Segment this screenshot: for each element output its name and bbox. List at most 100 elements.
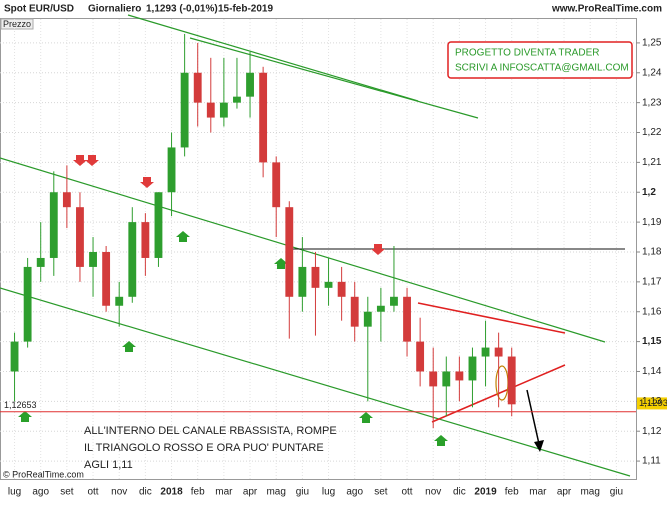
candle-body — [403, 296, 411, 342]
x-tick-label: ago — [32, 487, 49, 498]
y-tick-label: 1,18 — [642, 247, 662, 258]
candle-body — [455, 371, 464, 381]
candle-body — [193, 72, 202, 103]
candle-body — [416, 341, 425, 372]
y-tick-label: 1,14 — [642, 366, 662, 377]
x-tick-label: 2019 — [474, 487, 497, 498]
x-tick-label: apr — [557, 487, 572, 498]
candle-body — [259, 72, 268, 163]
x-tick-label: mag — [580, 487, 599, 498]
info-text: PROGETTO DIVENTA TRADER — [455, 48, 599, 59]
price-tag-label: 1,1293 — [639, 398, 667, 409]
channel-line — [0, 287, 631, 477]
candle-body — [206, 102, 215, 118]
candles — [10, 33, 516, 429]
candle-body — [507, 356, 516, 405]
candle-body — [89, 251, 97, 267]
candle-body — [180, 72, 189, 148]
candle-body — [337, 281, 346, 297]
x-tick-label: giu — [610, 487, 623, 498]
x-tick-label: feb — [505, 487, 519, 498]
x-tick-label: dic — [453, 487, 466, 498]
y-tick-label: 1,2 — [642, 187, 656, 198]
candle-body — [324, 281, 333, 288]
x-tick-label: nov — [425, 487, 441, 498]
x-tick-label: mar — [529, 487, 547, 498]
up-arrows — [18, 231, 448, 446]
y-tick-label: 1,11 — [642, 456, 661, 467]
x-tick-label: nov — [111, 487, 127, 498]
annotation-text: IL TRIANGOLO ROSSO E ORA PUO' PUNTARE — [84, 442, 324, 454]
candle-body — [62, 192, 71, 208]
x-tick-label: ott — [87, 487, 98, 498]
channel-line — [127, 14, 419, 102]
candle-body — [141, 222, 150, 258]
up-arrow — [122, 341, 136, 352]
x-tick-label: ago — [346, 487, 363, 498]
y-tick-label: 1,22 — [642, 127, 662, 138]
target-arrow — [526, 389, 540, 445]
info-box — [447, 41, 633, 79]
x-tick-label: apr — [243, 487, 258, 498]
candle-body — [128, 222, 137, 297]
instrument: Spot EUR/USD — [4, 4, 74, 15]
annotation-text: AGLI 1,11 — [84, 459, 133, 471]
y-tick-label: 1,17 — [642, 276, 662, 287]
candle-body — [376, 305, 385, 312]
candle-body — [429, 371, 438, 387]
y-tick-label: 1,13 — [642, 396, 662, 407]
y-tick-label: 1,12 — [642, 426, 662, 437]
up-arrow — [359, 412, 373, 423]
x-tick-label: set — [60, 487, 74, 498]
y-tick-label: 1,16 — [642, 306, 662, 317]
y-tick-label: 1,15 — [642, 336, 662, 347]
axis-label: Prezzo — [3, 19, 31, 29]
candle-body — [272, 162, 281, 208]
y-tick-label: 1,24 — [642, 67, 662, 78]
down-arrow — [85, 155, 99, 166]
x-tick-label: feb — [191, 487, 205, 498]
candle-body — [233, 96, 241, 103]
candle-body — [36, 257, 45, 267]
candle-body — [350, 296, 359, 327]
candle-body — [219, 102, 228, 118]
up-arrow — [274, 258, 288, 269]
site: www.ProRealTime.com — [551, 4, 662, 15]
x-tick-label: mag — [266, 487, 285, 498]
last-price: 1,1293 (-0,01%) — [146, 4, 218, 15]
up-arrow — [176, 231, 190, 242]
candle-body — [167, 147, 176, 193]
up-arrow — [434, 435, 448, 446]
y-tick-label: 1,25 — [642, 38, 662, 49]
candle-body — [102, 251, 111, 306]
candle-body — [10, 341, 19, 372]
y-tick-label: 1,19 — [642, 217, 662, 228]
candle-body — [298, 266, 307, 297]
triangle-line — [417, 302, 566, 334]
copyright: © ProRealTime.com — [3, 469, 84, 479]
up-arrow — [18, 411, 32, 422]
info-text: SCRIVI A INFOSCATTA@GMAIL.COM — [455, 63, 629, 74]
down-arrows — [73, 155, 385, 255]
period: Giornaliero — [88, 4, 141, 15]
price-tag — [637, 397, 667, 410]
candle-body — [481, 347, 490, 357]
x-tick-label: dic — [139, 487, 152, 498]
grid — [0, 19, 640, 479]
x-tick-label: lug — [322, 487, 335, 498]
candle-body — [468, 356, 477, 381]
candle-body — [442, 371, 451, 387]
y-tick-label: 1,21 — [642, 157, 662, 168]
plot-frame — [0, 18, 637, 480]
x-tick-label: ott — [401, 487, 412, 498]
x-tick-label: 2018 — [160, 487, 183, 498]
candle-body — [23, 266, 32, 342]
levels: 1,12653 1,1293 — [0, 397, 667, 413]
candle-body — [311, 266, 320, 288]
target-arrowhead — [534, 440, 544, 452]
y-tick-label: 1,23 — [642, 97, 662, 108]
candle-body — [285, 207, 294, 297]
x-tick-label: mar — [215, 487, 233, 498]
